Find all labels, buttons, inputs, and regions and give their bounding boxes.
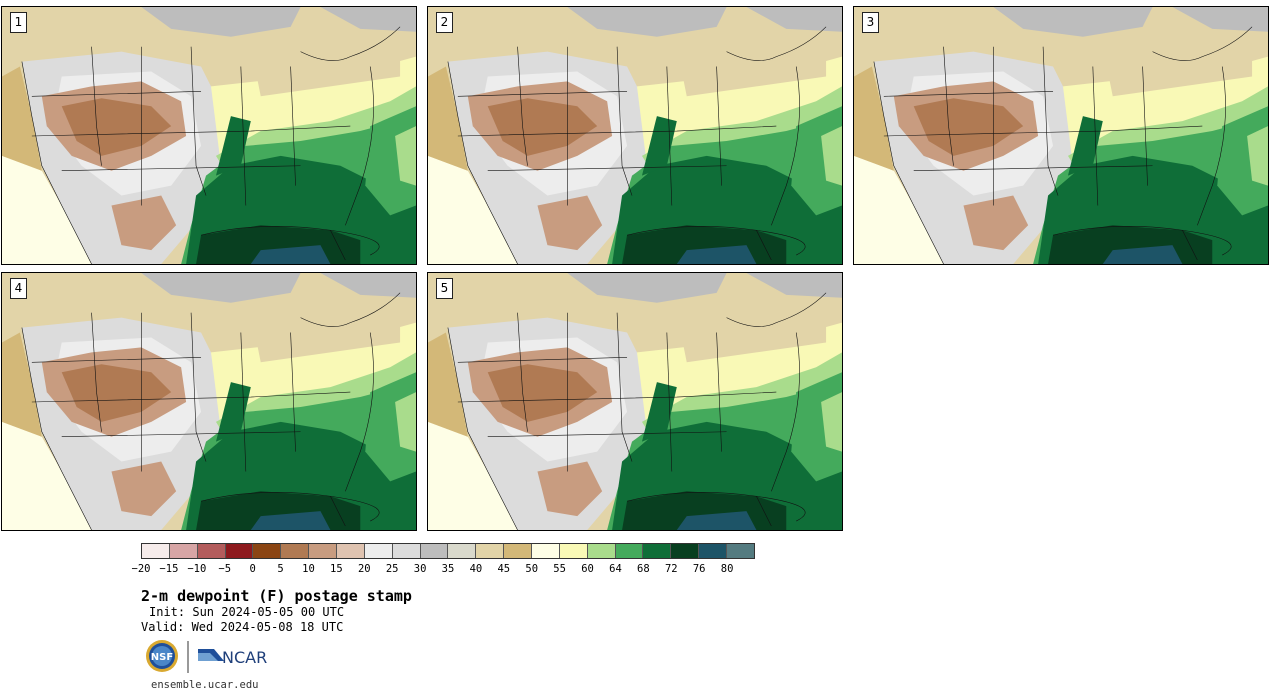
colorbar-swatch — [699, 544, 728, 558]
colorbar-swatch — [169, 544, 198, 558]
postage-stamp-map-1: 1 — [1, 6, 417, 265]
colorbar-tick-label: −10 — [187, 563, 207, 575]
colorbar-tick-label: 80 — [720, 563, 734, 575]
panel-number-label: 4 — [10, 278, 27, 299]
colorbar-swatch — [253, 544, 282, 558]
panel-number-label: 3 — [862, 12, 879, 33]
postage-stamp-map-5: 5 — [427, 272, 843, 531]
postage-stamp-map-4: 4 — [1, 272, 417, 531]
colorbar-swatch — [197, 544, 226, 558]
colorbar-tick-label: 15 — [330, 563, 343, 575]
dewpoint-map-3 — [854, 7, 1268, 264]
panel-number-label: 5 — [436, 278, 453, 299]
dewpoint-map-4 — [2, 273, 416, 530]
colorbar-tick-label: −20 — [131, 563, 151, 575]
init-time: Init: Sun 2024-05-05 00 UTC — [149, 605, 345, 619]
colorbar-tick-label: 40 — [469, 563, 483, 575]
panel-number-label: 2 — [436, 12, 453, 33]
colorbar-swatch — [559, 544, 588, 558]
colorbar-tick-label: 10 — [302, 563, 315, 575]
colorbar-tick-label: 72 — [664, 563, 678, 575]
colorbar-tick-label: 76 — [692, 563, 706, 575]
colorbar-swatch — [727, 544, 754, 558]
colorbar-swatch — [671, 544, 700, 558]
colorbar-tick-label: −15 — [159, 563, 179, 575]
colorbar-tick-labels: −20 −15 −10 −5 0 5 10 15 20 25 30 35 40 45 50 55 60 64 68 7… — [132, 563, 755, 577]
colorbar-tick-label: −5 — [218, 563, 232, 575]
colorbar-swatch — [337, 544, 365, 558]
colorbar-tick-label: 25 — [385, 563, 399, 575]
dewpoint-map-1 — [2, 7, 416, 264]
colorbar-swatch — [281, 544, 310, 558]
colorbar-tick-label: 0 — [249, 563, 256, 575]
colorbar-tick-label: 5 — [277, 563, 284, 575]
colorbar-tick-label: 64 — [609, 563, 622, 575]
colorbar-tick-label: 60 — [581, 563, 594, 575]
dewpoint-map-2 — [428, 7, 842, 264]
colorbar-tick-label: 20 — [357, 563, 371, 575]
panel-number-label: 1 — [10, 12, 27, 33]
nsf-logo: NSF — [146, 640, 178, 672]
site-url: ensemble.ucar.edu — [151, 679, 259, 691]
colorbar-swatch — [364, 544, 393, 558]
valid-time: Valid: Wed 2024-05-08 18 UTC — [141, 620, 344, 634]
colorbar-tick-label: 68 — [637, 563, 650, 575]
dewpoint-map-5 — [428, 273, 842, 530]
dewpoint-colorbar — [141, 543, 755, 559]
chart-title: 2-m dewpoint (F) postage stamp — [141, 587, 412, 605]
ncar-logo: NCAR — [198, 648, 267, 667]
postage-stamp-map-2: 2 — [427, 6, 843, 265]
colorbar-swatch — [392, 544, 421, 558]
colorbar-tick-label: 30 — [413, 563, 427, 575]
colorbar-swatch — [615, 544, 644, 558]
colorbar-tick-label: 55 — [553, 563, 566, 575]
colorbar-swatch — [504, 544, 533, 558]
colorbar-swatch — [643, 544, 672, 558]
ncar-logo-text: NCAR — [222, 648, 267, 667]
postage-stamp-map-3: 3 — [853, 6, 1269, 265]
colorbar-tick-label: 50 — [525, 563, 539, 575]
colorbar-tick-label: 45 — [497, 563, 511, 575]
nsf-logo-text: NSF — [151, 652, 173, 663]
colorbar-swatch — [587, 544, 616, 558]
colorbar-swatch — [448, 544, 477, 558]
colorbar-swatch — [309, 544, 338, 558]
colorbar-tick-label: 35 — [441, 563, 455, 575]
nsf-ncar-logos: NSF NCAR — [146, 640, 267, 673]
colorbar-swatch — [532, 544, 560, 558]
colorbar-swatch — [225, 544, 254, 558]
colorbar-swatch — [420, 544, 449, 558]
colorbar-swatch — [142, 544, 170, 558]
colorbar-swatch — [476, 544, 505, 558]
